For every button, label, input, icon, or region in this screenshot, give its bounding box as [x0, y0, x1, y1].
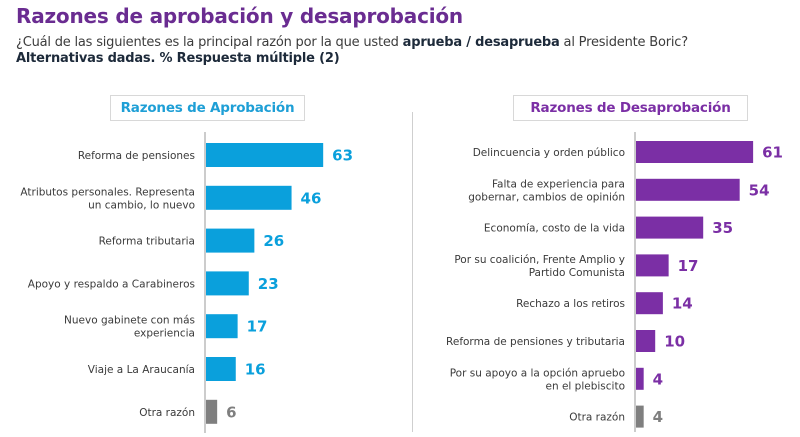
approval-value-label: 16: [245, 361, 266, 379]
page-title: Razones de aprobación y desaprobación: [16, 4, 463, 28]
approval-value-label: 23: [258, 275, 279, 293]
question-text: ¿Cuál de las siguientes es la principal …: [16, 34, 688, 51]
disapproval-bar: [636, 405, 644, 428]
approval-value-label: 63: [332, 147, 353, 165]
approval-category-label: Atributos personales. Representa: [20, 186, 195, 198]
approval-category-label: Reforma tributaria: [99, 236, 195, 248]
approval-bar: [206, 271, 249, 296]
approval-bar: [206, 228, 255, 253]
question-post: al Presidente Boric?: [559, 35, 689, 50]
approval-value-label: 6: [226, 403, 236, 421]
approval-value-label: 46: [301, 189, 322, 207]
disapproval-panel-title: Razones de Desaprobación: [513, 95, 748, 121]
approval-category-label: experiencia: [134, 328, 195, 340]
disapproval-category-label: gobernar, cambios de opinión: [468, 191, 625, 203]
approval-category-label: Apoyo y respaldo a Carabineros: [28, 278, 195, 290]
disapproval-bar: [636, 330, 656, 352]
approval-bar: [206, 185, 292, 210]
disapproval-category-label: Rechazo a los retiros: [516, 298, 625, 310]
disapproval-category-label: Partido Comunista: [529, 267, 625, 279]
disapproval-value-label: 17: [678, 257, 699, 275]
approval-value-label: 17: [247, 318, 268, 336]
approval-bar: [206, 399, 218, 424]
approval-bar: [206, 314, 238, 339]
disapproval-bar: [636, 141, 754, 163]
question-pre: ¿Cuál de las siguientes es la principal …: [16, 35, 403, 50]
panel-separator: [412, 112, 413, 432]
disapproval-bar: [636, 367, 644, 390]
disapproval-bar: [636, 292, 663, 315]
approval-category-label: Viaje a La Araucanía: [88, 364, 195, 376]
approval-category-label: Reforma de pensiones: [78, 150, 195, 162]
disapproval-category-label: Delincuencia y orden público: [473, 147, 625, 159]
approval-bar: [206, 357, 236, 381]
disapproval-value-label: 4: [653, 370, 663, 388]
approval-bar: [206, 143, 324, 167]
disapproval-bar: [636, 254, 669, 277]
disapproval-category-label: Reforma de pensiones y tributaria: [446, 336, 625, 348]
disapproval-category-label: en el plebiscito: [546, 380, 626, 392]
response-note: Alternativas dadas. % Respuesta múltiple…: [16, 51, 340, 66]
disapproval-value-label: 10: [664, 333, 685, 351]
approval-category-label: Nuevo gabinete con más: [64, 315, 195, 327]
approval-category-label: Otra razón: [139, 407, 195, 419]
disapproval-value-label: 14: [672, 295, 693, 313]
disapproval-bar: [636, 178, 740, 201]
disapproval-value-label: 54: [749, 181, 770, 199]
approval-panel-title: Razones de Aprobación: [110, 95, 305, 121]
disapproval-category-label: Por su coalición, Frente Amplio y: [454, 254, 625, 266]
question-bold: aprueba / desaprueba: [402, 35, 560, 50]
disapproval-value-label: 61: [762, 144, 783, 162]
approval-value-label: 26: [263, 232, 284, 250]
disapproval-category-label: Por su apoyo a la opción apruebo: [450, 367, 625, 379]
disapproval-category-label: Otra razón: [569, 412, 625, 424]
disapproval-category-label: Falta de experiencia para: [492, 178, 625, 190]
disapproval-bar: [636, 216, 704, 239]
disapproval-value-label: 35: [712, 219, 733, 237]
disapproval-category-label: Economía, costo de la vida: [484, 223, 625, 235]
disapproval-value-label: 4: [653, 408, 663, 426]
approval-category-label: un cambio, lo nuevo: [88, 199, 195, 211]
